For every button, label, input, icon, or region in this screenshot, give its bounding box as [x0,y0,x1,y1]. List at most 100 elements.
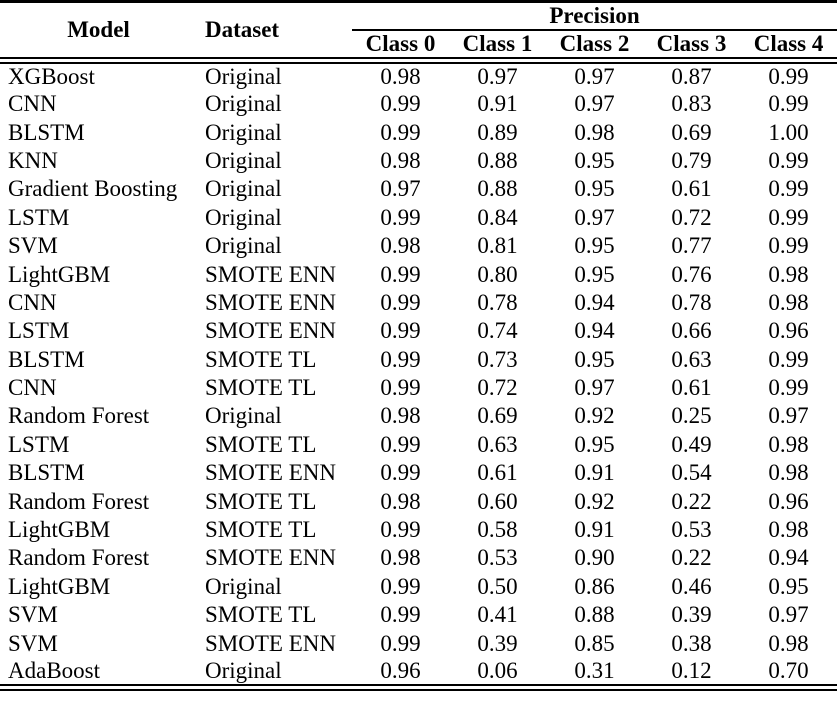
precision-value-cell-class-4: 0.96 [768,488,809,514]
precision-value-cell-class-1: 0.81 [477,233,518,259]
header-row-group: Model Dataset Precision [0,1,837,64]
table-row: Random Forest SMOTE TL 0.98 0.60 0.92 0.22 0.9… [0,487,837,515]
model-cell: LightGBM [8,517,111,543]
precision-value-cell-class-3: 0.76 [671,261,712,287]
dataset-cell: SMOTE ENN [205,318,336,344]
precision-value-cell-class-1: 0.78 [477,289,518,315]
table-row: BLSTM SMOTE TL 0.99 0.73 0.95 0.63 0.99 [0,346,837,374]
precision-value-cell-class-1: 0.63 [477,431,518,457]
precision-value-cell-class-3: 0.39 [671,602,712,628]
precision-value-cell-class-4: 0.99 [768,91,809,117]
precision-value-cell-class-1: 0.88 [477,147,518,173]
model-cell: LightGBM [8,573,111,599]
model-cell: SVM [8,602,58,628]
precision-value-cell-class-0: 0.98 [380,403,421,429]
precision-value-cell-class-4: 0.99 [768,147,809,173]
model-cell: CNN [8,91,57,117]
precision-value-cell-class-4: 0.97 [768,403,809,429]
precision-value-cell-class-4: 0.96 [768,318,809,344]
dataset-cell: SMOTE ENN [205,261,336,287]
precision-value-cell-class-4: 0.99 [768,233,809,259]
precision-value-cell-class-3: 0.12 [643,657,740,691]
precision-value-cell-class-0: 0.99 [380,91,421,117]
precision-value-cell-class-0: 0.98 [380,64,421,89]
precision-value-cell-class-2: 0.95 [574,233,615,259]
precision-value-cell-class-3: 0.61 [671,176,712,202]
table-row: SVM SMOTE ENN 0.99 0.39 0.85 0.38 0.98 [0,629,837,657]
dataset-cell: SMOTE ENN [205,545,336,571]
table-row: AdaBoost Original 0.96 0.06 0.31 0.12 0.70 [0,657,837,691]
dataset-cell: SMOTE TL [205,488,317,514]
precision-value-cell-class-1: 0.53 [477,545,518,571]
precision-value-cell-class-2: 0.97 [574,64,615,89]
precision-value-cell-class-4: 0.98 [768,460,809,486]
precision-value-cell-class-2: 0.97 [574,375,615,401]
precision-value-cell-class-1: 0.73 [477,346,518,372]
model-cell: SVM [8,233,58,259]
precision-value-cell-class-4: 0.99 [768,64,809,89]
precision-value-cell-class-4: 0.97 [768,602,809,628]
dataset-cell: Original [205,573,282,599]
model-cell: SVM [8,630,58,656]
precision-value-cell-class-1: 0.88 [477,176,518,202]
precision-value-cell-class-0: 0.98 [380,147,421,173]
table-row: Random Forest Original 0.98 0.69 0.92 0.25 0.9… [0,402,837,430]
col-header-class-2: Class 2 [546,30,643,64]
precision-value-cell-class-3: 0.87 [671,64,712,89]
precision-value-cell-class-4: 0.99 [768,346,809,372]
model-cell: Gradient Boosting [8,176,178,202]
precision-value-cell-class-4: 0.95 [768,573,809,599]
precision-value-cell-class-4: 0.98 [768,261,809,287]
precision-value-cell-class-3: 0.46 [671,573,712,599]
col-header-class-1: Class 1 [449,30,546,64]
dataset-cell: Original [205,64,282,89]
table-row: CNN SMOTE ENN 0.99 0.78 0.94 0.78 0.98 [0,289,837,317]
model-cell: CNN [8,375,57,401]
precision-value-cell-class-2: 0.97 [574,204,615,230]
precision-value-cell-class-2: 0.85 [574,630,615,656]
precision-value-cell-class-1: 0.58 [477,517,518,543]
col-header-class-4: Class 4 [740,30,837,64]
precision-value-cell-class-2: 0.91 [574,517,615,543]
precision-value-cell-class-2: 0.94 [574,318,615,344]
precision-value-cell-class-4: 0.70 [740,657,837,691]
precision-value-cell-class-3: 0.79 [671,147,712,173]
precision-value-cell-class-3: 0.69 [671,119,712,145]
model-cell: Random Forest [8,488,150,514]
precision-value-cell-class-4: 0.98 [768,289,809,315]
col-header-class-3: Class 3 [643,30,740,64]
precision-value-cell-class-0: 0.99 [380,318,421,344]
precision-value-cell-class-0: 0.98 [380,233,421,259]
precision-value-cell-class-1: 0.91 [477,91,518,117]
precision-value-cell-class-3: 0.63 [671,346,712,372]
precision-value-cell-class-2: 0.91 [574,460,615,486]
col-header-class-0: Class 0 [352,30,449,64]
precision-value-cell-class-1: 0.69 [477,403,518,429]
precision-value-cell-class-4: 0.99 [768,176,809,202]
model-cell: XGBoost [8,64,95,89]
table-row: LightGBM Original 0.99 0.50 0.86 0.46 0.95 [0,573,837,601]
precision-value-cell-class-4: 0.94 [768,545,809,571]
precision-value-cell-class-3: 0.22 [671,545,712,571]
precision-value-cell-class-2: 0.95 [574,431,615,457]
precision-value-cell-class-2: 0.92 [574,403,615,429]
dataset-cell: Original [205,233,282,259]
dataset-cell: Original [205,403,282,429]
precision-value-cell-class-3: 0.22 [671,488,712,514]
table-row: BLSTM Original 0.99 0.89 0.98 0.69 1.00 [0,118,837,146]
table-row: Random Forest SMOTE ENN 0.98 0.53 0.90 0.22 0.… [0,544,837,572]
model-cell: Random Forest [8,545,150,571]
precision-value-cell-class-4: 0.98 [768,630,809,656]
precision-value-cell-class-1: 0.61 [477,460,518,486]
model-cell: BLSTM [8,119,85,145]
model-cell: Random Forest [8,403,150,429]
precision-value-cell-class-2: 0.86 [574,573,615,599]
dataset-cell: SMOTE ENN [205,289,336,315]
model-cell: LSTM [8,204,70,230]
precision-value-cell-class-2: 0.95 [574,346,615,372]
precision-value-cell-class-4: 0.99 [768,375,809,401]
precision-value-cell-class-4: 0.98 [768,517,809,543]
precision-value-cell-class-3: 0.25 [671,403,712,429]
